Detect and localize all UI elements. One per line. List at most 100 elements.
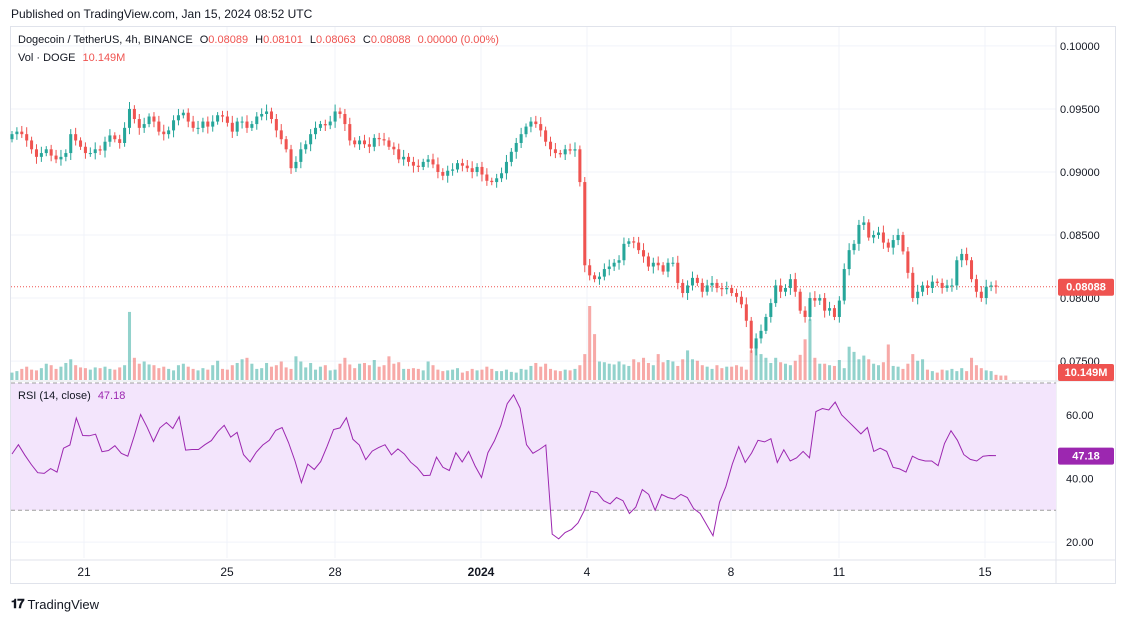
- candle-body: [402, 156, 406, 160]
- volume-bar: [333, 369, 337, 380]
- volume-bar: [818, 363, 822, 380]
- candle-body: [553, 149, 557, 154]
- volume-bar: [460, 372, 464, 380]
- volume-bar: [34, 370, 38, 380]
- candle-body: [201, 121, 205, 128]
- volume-bar: [886, 344, 890, 380]
- volume-bar: [573, 368, 577, 380]
- candle-body: [59, 156, 63, 160]
- volume-bar: [876, 365, 881, 380]
- volume-bar: [137, 363, 141, 380]
- volume-bar: [225, 369, 229, 380]
- volume-bar: [426, 361, 430, 380]
- candle-body: [348, 124, 352, 141]
- price-tick-label: 0.09500: [1060, 104, 1100, 116]
- volume-bar: [245, 357, 249, 380]
- candle-body: [147, 116, 151, 125]
- candle-body: [157, 121, 161, 132]
- candle-body: [578, 149, 582, 183]
- candle-body: [749, 320, 753, 349]
- candle-body: [260, 113, 264, 117]
- candle-body: [74, 134, 78, 141]
- volume-bar: [353, 368, 357, 380]
- volume-bar: [686, 350, 690, 380]
- candle-body: [519, 134, 523, 143]
- volume-bar: [265, 362, 269, 380]
- candle-body: [323, 124, 327, 126]
- candle-body: [744, 304, 748, 321]
- volume-bar: [220, 368, 225, 380]
- candle-body: [759, 330, 763, 339]
- candle-body: [852, 243, 856, 251]
- candle-body: [455, 163, 460, 170]
- candle-body: [558, 153, 562, 155]
- candle-body: [979, 291, 983, 299]
- candle-body: [265, 111, 269, 114]
- candle-body: [504, 161, 508, 174]
- volume-bar: [568, 370, 572, 380]
- volume-bar: [793, 360, 797, 380]
- volume-bar: [857, 359, 861, 380]
- candle-body: [480, 166, 484, 175]
- volume-bar: [402, 368, 406, 380]
- volume-bar: [118, 367, 122, 380]
- candle-body: [842, 269, 846, 301]
- volume-bar: [881, 362, 885, 380]
- volume-bar: [44, 363, 48, 380]
- volume-bar: [994, 374, 998, 380]
- volume-bar: [583, 354, 587, 380]
- volume-bar: [83, 368, 87, 380]
- volume-bar: [69, 359, 73, 380]
- candle-body: [162, 131, 166, 135]
- candle-body: [49, 149, 53, 156]
- candle-body: [661, 265, 665, 272]
- candle-body: [25, 134, 29, 141]
- volume-bar: [59, 366, 63, 380]
- candle-body: [793, 279, 797, 292]
- candle-body: [490, 180, 494, 183]
- volume-bar: [509, 371, 513, 380]
- volume-bar: [304, 367, 308, 380]
- candle-body: [289, 149, 293, 169]
- volume-bar: [260, 368, 264, 380]
- rsi-tick-label: 40.00: [1066, 473, 1094, 485]
- volume-bar: [181, 363, 185, 380]
- volume-bar: [500, 371, 504, 380]
- candle-body: [64, 153, 68, 157]
- volume-bar: [950, 368, 954, 380]
- volume-bar: [891, 365, 895, 380]
- time-tick-label: 28: [328, 565, 342, 579]
- volume-bar: [382, 365, 386, 380]
- volume-bar: [823, 363, 827, 380]
- volume-bar: [867, 359, 871, 380]
- rsi-pane: [11, 382, 1056, 540]
- candle-body: [950, 285, 954, 287]
- candle-body: [353, 140, 357, 145]
- volume-bar: [558, 371, 562, 380]
- footer-brand[interactable]: 𝟏𝟕 TradingView: [11, 596, 99, 612]
- candle-body: [686, 285, 690, 294]
- volume-bar: [289, 368, 293, 380]
- candle-body: [646, 256, 650, 267]
- candle-body: [269, 111, 273, 120]
- candle-body: [994, 285, 998, 287]
- volume-bar: [548, 368, 553, 380]
- candle-body: [514, 142, 518, 152]
- candle-body: [612, 262, 616, 267]
- volume-bar: [343, 357, 347, 380]
- volume-bar: [803, 339, 807, 380]
- candle-body: [186, 112, 190, 122]
- candle-body: [113, 135, 117, 140]
- volume-bar: [960, 368, 964, 380]
- volume-bar: [764, 357, 768, 380]
- candle-body: [196, 127, 200, 129]
- candle-body: [700, 282, 704, 292]
- volume-bar: [480, 369, 484, 380]
- candle-body: [333, 111, 337, 122]
- candle-body: [823, 298, 827, 311]
- rsi-line: [11, 393, 997, 540]
- volume-bar: [323, 365, 327, 380]
- candle-body: [20, 131, 24, 135]
- volume-bar: [642, 357, 646, 380]
